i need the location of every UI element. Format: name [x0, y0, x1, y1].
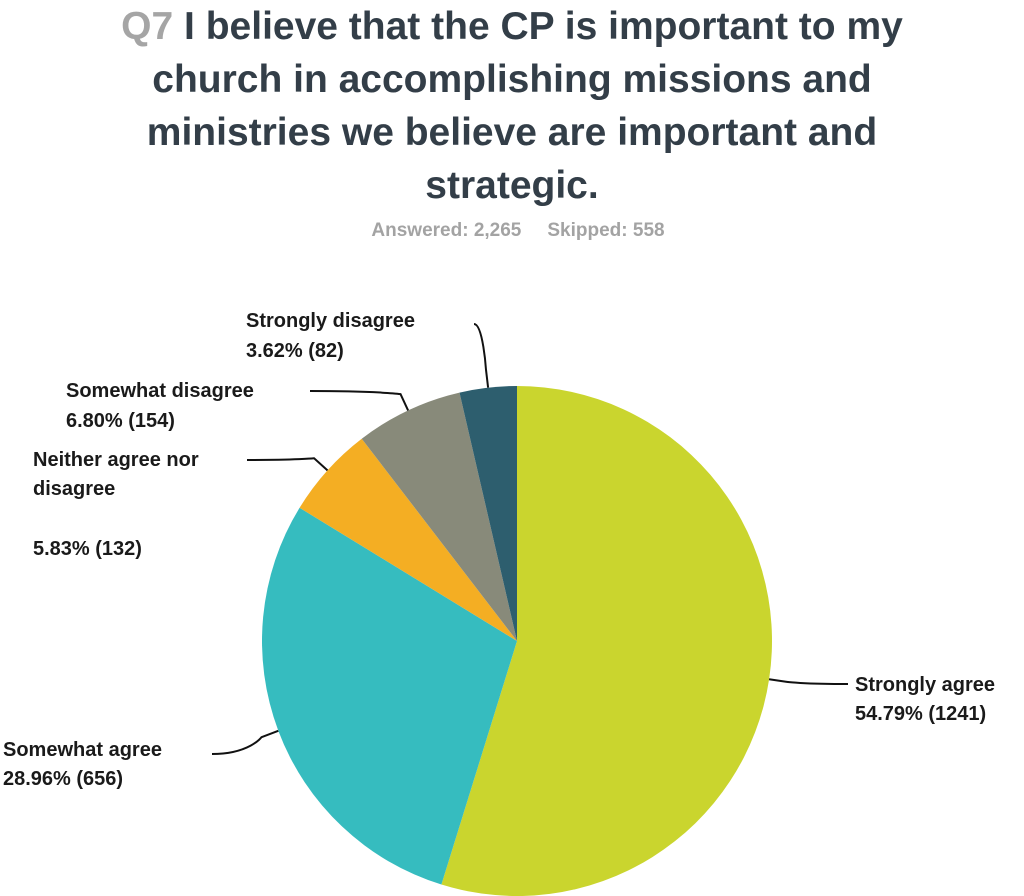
leader-line-somewhat-agree: [211, 729, 279, 755]
slice-value-somewhat-disagree: 6.80% (154): [66, 410, 175, 432]
leader-line-strongly-disagree: [473, 323, 490, 388]
pie-slice-somewhat-agree: [262, 507, 517, 885]
answered-count: Answered: 2,265: [371, 220, 522, 241]
pie-slice-strongly-agree: [441, 386, 772, 896]
leader-line-neither: [246, 457, 329, 472]
slice-label-neither-line2: disagree: [33, 478, 115, 500]
slice-label-strongly-agree: Strongly agree: [855, 674, 995, 696]
slice-value-strongly-disagree: 3.62% (82): [246, 340, 344, 362]
pie-slice-somewhat-disagree: [361, 392, 517, 641]
slice-value-strongly-agree: 54.79% (1241): [855, 703, 986, 725]
slice-label-neither-line1: Neither agree nor: [33, 449, 199, 471]
question-text: I believe that the CP is important to my…: [146, 5, 903, 207]
question-title: Q7 I believe that the CP is important to…: [62, 0, 962, 212]
slice-value-somewhat-agree: 28.96% (656): [3, 768, 123, 790]
leader-line-somewhat-disagree: [309, 390, 410, 411]
slice-labels: Strongly agree 54.79% (1241) Somewhat ag…: [3, 310, 995, 790]
leader-lines: [211, 323, 849, 755]
slice-value-neither: 5.83% (132): [33, 538, 142, 560]
question-number: Q7: [121, 5, 174, 48]
response-stats: Answered: 2,265 Skipped: 558: [0, 220, 1024, 242]
skipped-count: Skipped: 558: [547, 220, 665, 241]
leader-line-strongly-agree: [768, 678, 849, 685]
pie-slice-neither: [299, 438, 517, 641]
pie-slices: [262, 386, 772, 896]
slice-label-somewhat-disagree: Somewhat disagree: [66, 380, 254, 402]
slice-label-somewhat-agree: Somewhat agree: [3, 739, 162, 761]
slice-label-strongly-disagree: Strongly disagree: [246, 310, 415, 332]
pie-slice-strongly-disagree: [459, 386, 517, 641]
